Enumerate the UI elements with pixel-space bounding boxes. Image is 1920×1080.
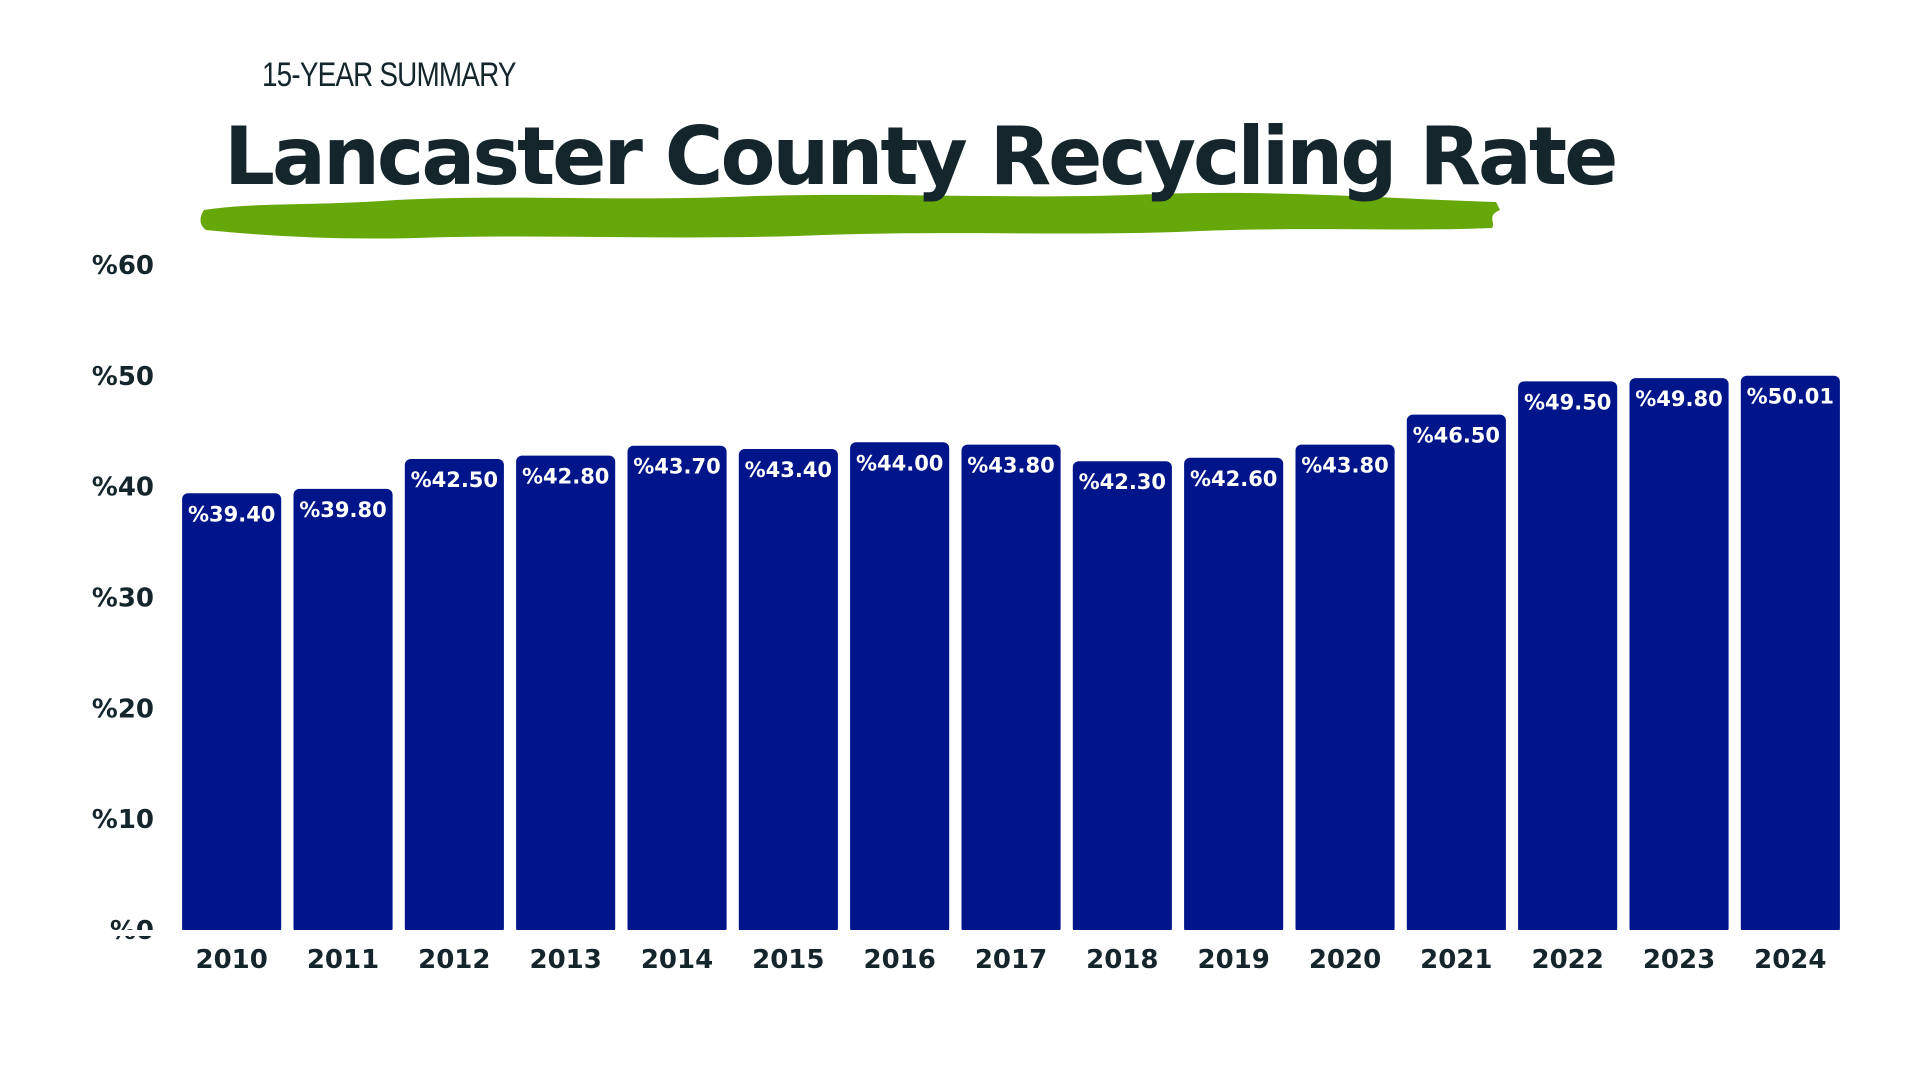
bar-value-label-2013: %42.80	[522, 465, 609, 489]
bar-value-label-2018: %42.30	[1079, 470, 1166, 494]
x-tick-label-2017: 2017	[975, 945, 1047, 975]
bar-value-label-2014: %43.70	[633, 455, 720, 479]
brush-underline-decoration	[200, 192, 1500, 239]
x-tick-label-2015: 2015	[752, 945, 824, 975]
bar-2012	[404, 459, 504, 934]
bar-value-label-2016: %44.00	[856, 451, 943, 475]
x-axis: 2010 2011 2012 2013 2014 2015 2016 2017 2018 2019…	[196, 945, 1827, 975]
x-tick-label-2012: 2012	[418, 945, 490, 975]
x-tick-label-2024: 2024	[1754, 945, 1826, 975]
bar-2019	[1184, 457, 1284, 934]
x-tick-label-2018: 2018	[1086, 945, 1158, 975]
x-tick-label-2022: 2022	[1532, 945, 1604, 975]
chart-subtitle: 15-YEAR SUMMARY	[262, 56, 516, 94]
chart-title: Lancaster County Recycling Rate	[224, 110, 1618, 203]
baseline-mask	[0, 930, 1920, 936]
bar-2024	[1740, 375, 1840, 934]
bar-value-label-2012: %42.50	[411, 468, 498, 492]
y-tick-label: %60	[92, 251, 154, 281]
y-tick-label: %30	[92, 584, 154, 614]
bar-value-label-2020: %43.80	[1301, 454, 1388, 478]
y-tick-label: %40	[92, 473, 154, 503]
y-tick-label: %50	[92, 362, 154, 392]
x-tick-label-2023: 2023	[1643, 945, 1715, 975]
bar-value-label-2019: %42.60	[1190, 467, 1277, 491]
bar-series: %39.40 %39.80 %42.50 %42.80 %43.70 %43.40 %44.…	[0, 375, 1920, 936]
bar-value-label-2010: %39.40	[188, 502, 275, 526]
x-tick-label-2014: 2014	[641, 945, 713, 975]
bar-2020	[1295, 444, 1395, 934]
bar-value-label-2011: %39.80	[299, 498, 386, 522]
bar-2023	[1629, 378, 1729, 935]
bar-2015	[738, 449, 838, 934]
bar-value-label-2015: %43.40	[745, 458, 832, 482]
x-tick-label-2013: 2013	[530, 945, 602, 975]
bar-2013	[516, 455, 616, 934]
bar-2017	[961, 444, 1061, 934]
bar-2014	[627, 445, 727, 934]
bar-value-label-2021: %46.50	[1413, 424, 1500, 448]
bar-2010	[182, 493, 282, 934]
bar-2022	[1518, 381, 1618, 934]
y-tick-label: %20	[92, 694, 154, 724]
bar-2011	[293, 488, 393, 934]
x-tick-label-2011: 2011	[307, 945, 379, 975]
x-tick-label-2016: 2016	[864, 945, 936, 975]
bar-value-label-2024: %50.01	[1747, 385, 1834, 409]
x-tick-label-2010: 2010	[196, 945, 268, 975]
title-block: Lancaster County Recycling Rate	[196, 110, 1618, 250]
bar-2018	[1072, 461, 1172, 934]
bar-value-label-2022: %49.50	[1524, 390, 1611, 414]
x-tick-label-2019: 2019	[1198, 945, 1270, 975]
y-tick-label: %10	[92, 805, 154, 835]
bar-2016	[850, 442, 950, 934]
x-tick-label-2021: 2021	[1420, 945, 1492, 975]
bar-2021	[1406, 414, 1506, 935]
bar-value-label-2017: %43.80	[967, 454, 1054, 478]
bar-value-label-2023: %49.80	[1635, 387, 1722, 411]
y-axis: %0%10%20%30%40%50%60	[92, 251, 154, 946]
x-tick-label-2020: 2020	[1309, 945, 1381, 975]
